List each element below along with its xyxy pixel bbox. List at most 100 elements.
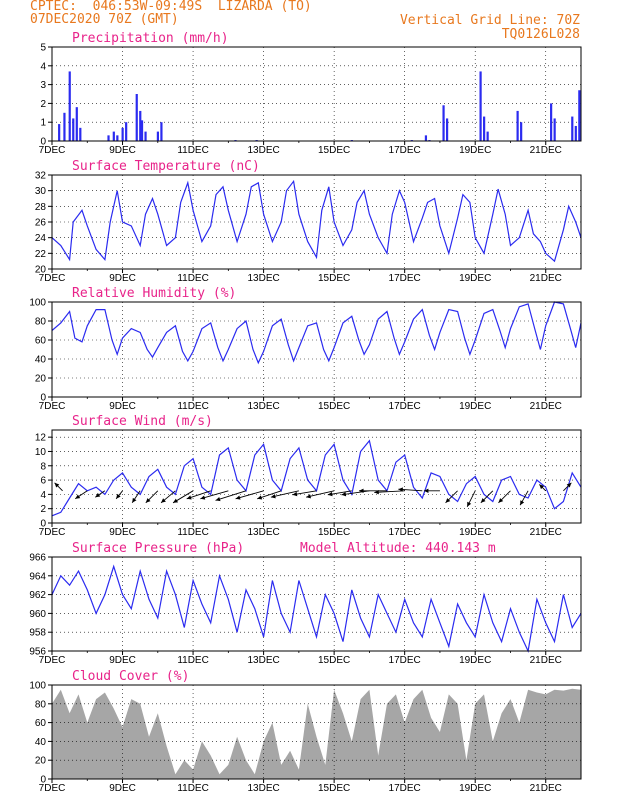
wind-vector	[374, 490, 405, 493]
precip-ytick-label: 4	[40, 61, 46, 72]
precip-xtick-label: 17DEC	[389, 145, 421, 156]
temp-xtick-label: 13DEC	[247, 273, 279, 284]
pressure-line	[51, 564, 582, 653]
precip-bar	[68, 71, 71, 141]
wind-vector-head	[467, 501, 472, 507]
wind-vector	[215, 490, 247, 501]
pressure-subtitle: Model Altitude: 440.143 m	[300, 541, 496, 556]
precip-ytick-label: 0	[40, 137, 46, 148]
rh-xtick-label: 15DEC	[318, 401, 350, 412]
precip-bar	[483, 116, 486, 141]
wind-vector-head	[270, 494, 276, 499]
wind-xtick-label: 7DEC	[39, 527, 66, 538]
precip-bar	[116, 135, 119, 141]
precip-bar	[160, 122, 163, 141]
pressure-ytick-label: 958	[29, 628, 46, 639]
cloud-xtick-label: 19DEC	[459, 783, 491, 794]
wind-vector-head	[173, 498, 179, 503]
pressure-ytick-label: 964	[29, 571, 46, 582]
wind-vector-head	[423, 488, 429, 493]
header-model-code: TQ0126L028	[501, 27, 580, 42]
temp-ytick-label: 20	[35, 265, 47, 276]
wind-vector-head	[75, 494, 81, 499]
pressure-xtick-label: 11DEC	[177, 655, 209, 666]
temp-xtick-label: 17DEC	[389, 273, 421, 284]
wind-xtick-label: 13DEC	[247, 527, 279, 538]
rh-ytick-label: 40	[35, 355, 47, 366]
wind-xtick-label: 15DEC	[318, 527, 350, 538]
precip-bar	[63, 112, 66, 141]
wind-ytick-label: 6	[40, 476, 46, 487]
pressure-title: Surface Pressure (hPa)	[72, 541, 244, 556]
cloud-frame	[51, 684, 582, 780]
wind-ytick-label: 10	[35, 447, 47, 458]
cloud-xtick-label: 21DEC	[530, 783, 562, 794]
temp-xtick-label: 15DEC	[318, 273, 350, 284]
precip-bar	[571, 116, 574, 141]
wind-vector-head	[161, 498, 166, 503]
header-date: 07DEC2020 70Z (GMT)	[30, 12, 179, 27]
wind-vector-head	[145, 498, 151, 503]
cloud-ytick-label: 40	[35, 737, 47, 748]
cloud-xtick-label: 7DEC	[39, 783, 66, 794]
rh-ytick-label: 0	[40, 393, 46, 404]
precip-ytick-label: 1	[40, 118, 46, 129]
wind-vector	[341, 490, 370, 496]
precip-xtick-label: 19DEC	[459, 145, 491, 156]
precip-bar	[479, 71, 482, 141]
wind-vector-head	[398, 487, 403, 492]
precip-xtick-label: 11DEC	[177, 145, 209, 156]
wind-vector-head	[341, 492, 347, 497]
wind-line	[51, 439, 582, 517]
pressure-ytick-label: 956	[29, 647, 46, 658]
precip-ytick-label: 5	[40, 43, 46, 54]
wind-vector-head	[374, 489, 379, 495]
wind-vector	[235, 490, 264, 500]
wind-vector-head	[520, 500, 525, 506]
wind-vector-head	[235, 495, 241, 500]
pressure-xtick-label: 21DEC	[530, 655, 562, 666]
precip-bar	[121, 127, 124, 141]
precip-xtick-label: 15DEC	[318, 145, 350, 156]
wind-vector-head	[445, 498, 451, 503]
rh-xtick-label: 21DEC	[530, 401, 562, 412]
wind-vector-head	[215, 496, 221, 502]
wind-vector-head	[306, 494, 312, 499]
wind-vector-head	[186, 495, 192, 500]
wind-vector-head	[257, 495, 263, 500]
precip-frame	[51, 46, 582, 142]
temp-xtick-label: 11DEC	[177, 273, 209, 284]
precip-xtick-label: 9DEC	[109, 145, 136, 156]
temp-xtick-label: 21DEC	[530, 273, 562, 284]
cloud-ytick-label: 0	[40, 775, 46, 786]
wind-xtick-label: 9DEC	[109, 527, 136, 538]
wind-frame	[51, 429, 582, 524]
cloud-xtick-label: 9DEC	[109, 783, 136, 794]
wind-vector-head	[116, 493, 121, 499]
precip-bar	[424, 135, 428, 141]
wind-xtick-label: 19DEC	[459, 527, 491, 538]
pressure-xtick-label: 7DEC	[39, 655, 66, 666]
precip-xtick-label: 13DEC	[247, 145, 279, 156]
wind-vector-head	[132, 497, 137, 503]
pressure-xtick-label: 17DEC	[389, 655, 421, 666]
pressure-xtick-label: 9DEC	[109, 655, 136, 666]
precip-bar	[112, 131, 115, 141]
precip-bar	[139, 110, 142, 141]
wind-ytick-label: 4	[40, 490, 46, 501]
precip-xtick-label: 7DEC	[39, 145, 66, 156]
wind-vector-head	[480, 498, 486, 503]
precip-bar	[135, 94, 138, 141]
wind-xtick-label: 11DEC	[177, 527, 209, 538]
pressure-ytick-label: 960	[29, 609, 46, 620]
rh-xtick-label: 9DEC	[109, 401, 136, 412]
precip-bar	[125, 122, 128, 141]
wind-vector-head	[95, 492, 101, 498]
precip-bar	[553, 118, 556, 141]
cloud-ytick-label: 100	[29, 681, 46, 692]
rh-xtick-label: 11DEC	[177, 401, 209, 412]
temp-ytick-label: 30	[35, 186, 47, 197]
temp-ytick-label: 26	[35, 218, 47, 229]
wind-ytick-label: 2	[40, 504, 46, 515]
precip-bar	[79, 127, 82, 141]
